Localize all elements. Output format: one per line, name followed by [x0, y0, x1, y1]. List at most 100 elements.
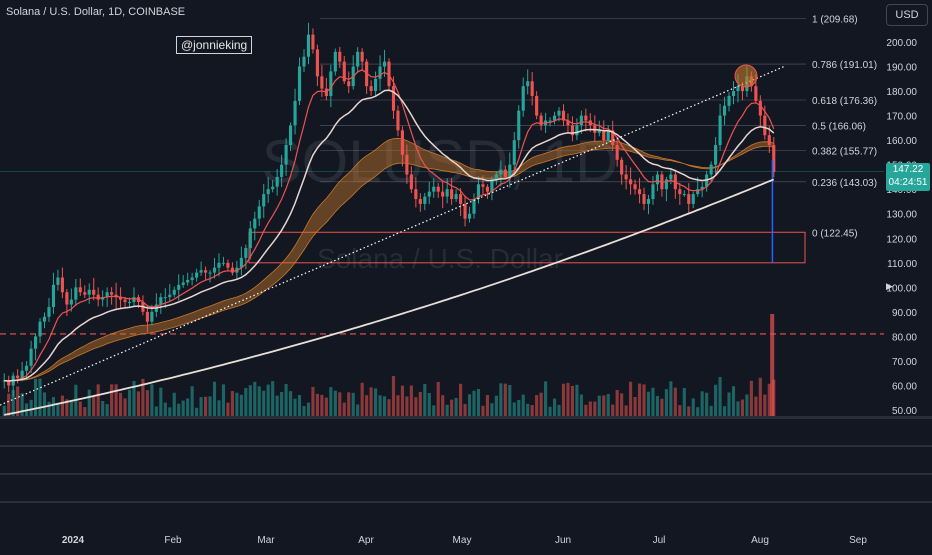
candle-body [651, 184, 655, 200]
candle-body [414, 189, 418, 200]
volume-bar [204, 396, 208, 417]
volume-bar [262, 390, 266, 417]
pane-bg [0, 502, 932, 528]
volume-bar [660, 398, 664, 417]
candle-body [190, 277, 194, 280]
candle-body [682, 194, 686, 196]
candle-body [467, 213, 472, 219]
volume-bar [78, 401, 82, 417]
volume-bar [512, 402, 516, 417]
volume-bar [329, 387, 333, 417]
volume-bar [557, 404, 561, 417]
volume-bar [575, 384, 579, 417]
volume-bar [186, 398, 190, 417]
candle-body [606, 130, 610, 141]
volume-bar [38, 378, 42, 417]
candle-body [700, 186, 704, 190]
candle-body [25, 365, 29, 371]
volume-bar [517, 400, 521, 417]
volume-bar [33, 378, 38, 417]
volume-bar [588, 401, 592, 417]
candle-body [78, 287, 82, 293]
volume-bar [530, 405, 534, 417]
candle-body [47, 306, 51, 317]
candle-body [637, 189, 642, 195]
currency-button[interactable]: USD [886, 4, 928, 26]
candle-body [629, 179, 633, 185]
candle-body [584, 115, 588, 121]
chevron-right-icon[interactable]: ▶ [886, 281, 893, 291]
volume-bar [499, 383, 503, 417]
fib-label: 0.786 (191.01) [812, 60, 877, 71]
candle-body [441, 191, 445, 197]
volume-bar [212, 381, 217, 417]
volume-bar [132, 381, 136, 417]
candle-body [396, 110, 400, 131]
candle-body [221, 262, 226, 264]
candle-body [445, 189, 449, 197]
volume-bar [646, 391, 651, 417]
y-tick-label: 200.00 [886, 38, 917, 49]
candle-body [499, 169, 503, 175]
candle-body [664, 179, 668, 190]
x-tick-label: Sep [849, 535, 867, 546]
volume-bar [333, 390, 337, 417]
y-tick-label: 130.00 [886, 210, 917, 221]
candle-body [481, 184, 485, 187]
volume-bar [96, 384, 100, 417]
fib-label: 0.618 (176.36) [812, 96, 877, 107]
candle-body [736, 86, 740, 92]
candle-body [642, 194, 646, 204]
candle-body [29, 348, 33, 366]
candle-body [199, 270, 203, 273]
volume-bar [615, 390, 619, 417]
volume-bar [374, 388, 378, 417]
y-tick-label: 160.00 [886, 136, 917, 147]
volume-bar [490, 403, 494, 417]
candle-body [230, 267, 234, 273]
volume-bar [351, 392, 355, 417]
candle-body [740, 86, 745, 92]
fib-label: 0.382 (155.77) [812, 147, 877, 158]
candle-body [476, 184, 481, 200]
volume-bar [678, 405, 682, 417]
candle-body [306, 34, 311, 57]
volume-bar [110, 384, 114, 417]
volume-bar [105, 404, 109, 417]
volume-bar [127, 389, 132, 417]
candle-body [669, 174, 673, 180]
candle-body [696, 189, 700, 195]
volume-bar [414, 397, 418, 417]
volume-bar [749, 380, 753, 417]
candle-body [772, 145, 776, 173]
volume-bar [459, 383, 463, 417]
volume-bar [485, 394, 489, 417]
candle-body [570, 125, 574, 136]
volume-bar [20, 393, 24, 417]
volume-bar [552, 398, 557, 417]
volume-bar [199, 397, 203, 417]
volume-bar [60, 395, 64, 417]
volume-bar [271, 381, 275, 417]
volume-bar [284, 383, 288, 417]
ema-slow-line [4, 89, 775, 382]
candle-body [105, 292, 109, 298]
volume-bar [65, 399, 69, 417]
volume-bar [700, 391, 704, 417]
volume-bar [297, 394, 302, 417]
volume-bar [606, 393, 610, 417]
candle-body [521, 86, 525, 111]
candle-body [284, 145, 288, 165]
volume-bar [360, 382, 364, 417]
candle-body [459, 194, 463, 204]
volume-bar [405, 396, 409, 417]
volume-bar [87, 389, 91, 417]
candle-body [20, 370, 24, 379]
candle-body [369, 86, 373, 92]
volume-bar [387, 399, 391, 417]
volume-bar [230, 390, 234, 417]
y-tick-label: 110.00 [887, 259, 917, 270]
pane-top-border [0, 416, 932, 418]
volume-bar [338, 392, 342, 417]
